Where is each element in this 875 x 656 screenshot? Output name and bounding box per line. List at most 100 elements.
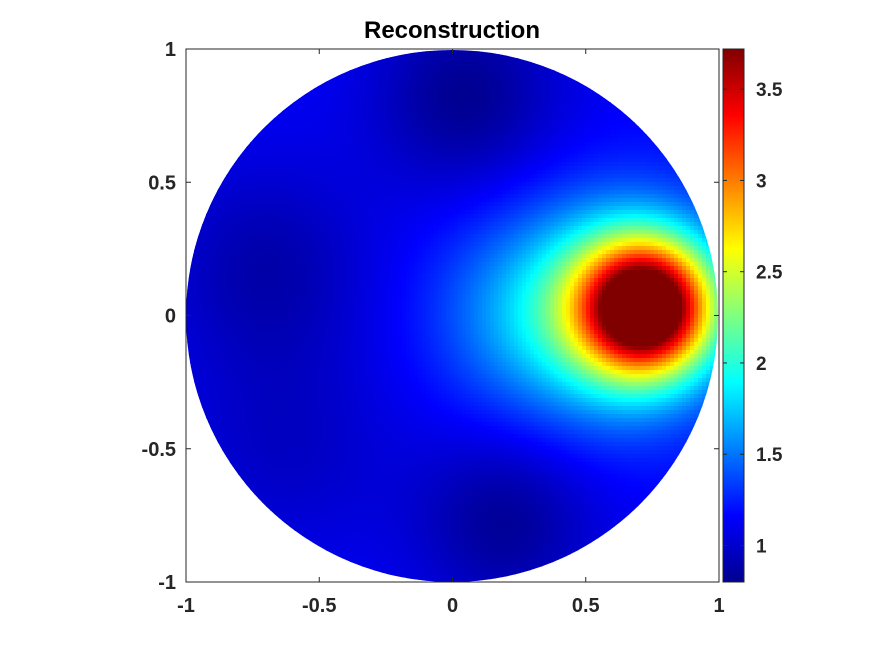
heatmap-cell <box>314 186 319 191</box>
heatmap-cell <box>526 74 531 79</box>
heatmap-cell <box>342 130 347 135</box>
heatmap-cell <box>470 142 475 147</box>
heatmap-cell <box>674 178 679 183</box>
heatmap-cell <box>386 246 391 251</box>
heatmap-cell <box>230 210 235 215</box>
heatmap-cell <box>202 246 207 251</box>
heatmap-cell <box>522 138 527 143</box>
heatmap-cell <box>550 218 555 223</box>
heatmap-cell <box>490 62 495 67</box>
heatmap-cell <box>550 166 555 171</box>
heatmap-cell <box>310 166 315 171</box>
heatmap-cell <box>254 142 259 147</box>
heatmap-cell <box>414 246 419 251</box>
heatmap-cell <box>318 242 323 247</box>
heatmap-cell <box>474 166 479 171</box>
heatmap-cell <box>554 114 559 119</box>
heatmap-cell <box>398 58 403 63</box>
heatmap-cell <box>426 90 431 95</box>
heatmap-cell <box>590 234 595 239</box>
heatmap-cell <box>598 174 603 179</box>
heatmap-cell <box>590 98 595 103</box>
heatmap-cell <box>390 154 395 159</box>
heatmap-cell <box>390 118 395 123</box>
heatmap-cell <box>326 118 331 123</box>
heatmap-cell <box>506 222 511 227</box>
heatmap-cell <box>366 126 371 131</box>
heatmap-cell <box>454 122 459 127</box>
heatmap-cell <box>578 150 583 155</box>
heatmap-cell <box>510 102 515 107</box>
heatmap-cell <box>230 170 235 175</box>
heatmap-cell <box>594 166 599 171</box>
heatmap-cell <box>298 186 303 191</box>
heatmap-cell <box>634 150 639 155</box>
heatmap-cell <box>478 230 483 235</box>
heatmap-cell <box>418 210 423 215</box>
heatmap-cell <box>478 202 483 207</box>
heatmap-cell <box>574 162 579 167</box>
heatmap-cell <box>254 230 259 235</box>
heatmap-cell <box>414 74 419 79</box>
heatmap-cell <box>362 78 367 83</box>
heatmap-cell <box>350 218 355 223</box>
heatmap-cell <box>434 110 439 115</box>
heatmap-cell <box>274 186 279 191</box>
heatmap-cell <box>434 154 439 159</box>
heatmap-cell <box>278 242 283 247</box>
heatmap-cell <box>498 170 503 175</box>
heatmap-cell <box>350 178 355 183</box>
heatmap-cell <box>358 102 363 107</box>
heatmap-cell <box>250 150 255 155</box>
heatmap-cell <box>478 198 483 203</box>
heatmap-cell <box>318 146 323 151</box>
heatmap-cell <box>298 118 303 123</box>
heatmap-cell <box>702 246 707 251</box>
heatmap-cell <box>398 62 403 67</box>
heatmap-cell <box>466 54 471 59</box>
heatmap-cell <box>426 146 431 151</box>
heatmap-cell <box>550 150 555 155</box>
heatmap-cell <box>462 138 467 143</box>
heatmap-cell <box>302 242 307 247</box>
heatmap-cell <box>590 142 595 147</box>
heatmap-cell <box>378 82 383 87</box>
heatmap-cell <box>526 86 531 91</box>
heatmap-cell <box>262 182 267 187</box>
heatmap-cell <box>398 106 403 111</box>
heatmap-cell <box>378 214 383 219</box>
heatmap-cell <box>482 222 487 227</box>
heatmap-cell <box>414 166 419 171</box>
heatmap-cell <box>522 202 527 207</box>
heatmap-cell <box>542 166 547 171</box>
heatmap-cell <box>450 98 455 103</box>
heatmap-cell <box>482 66 487 71</box>
heatmap-cell <box>322 90 327 95</box>
heatmap-cell <box>466 98 471 103</box>
heatmap-cell <box>234 250 239 255</box>
heatmap-cell <box>462 214 467 219</box>
heatmap-cell <box>554 158 559 163</box>
heatmap-cell <box>610 238 615 243</box>
heatmap-cell <box>518 98 523 103</box>
heatmap-cell <box>414 142 419 147</box>
heatmap-cell <box>678 238 683 243</box>
heatmap-cell <box>294 126 299 131</box>
heatmap-cell <box>366 194 371 199</box>
heatmap-cell <box>354 198 359 203</box>
heatmap-cell <box>466 110 471 115</box>
heatmap-cell <box>602 246 607 251</box>
heatmap-cell <box>506 190 511 195</box>
heatmap-cell <box>526 206 531 211</box>
heatmap-cell <box>490 190 495 195</box>
heatmap-cell <box>426 194 431 199</box>
heatmap-cell <box>450 158 455 163</box>
heatmap-cell <box>294 194 299 199</box>
heatmap-cell <box>566 158 571 163</box>
heatmap-cell <box>226 170 231 175</box>
heatmap-cell <box>618 226 623 231</box>
heatmap-cell <box>362 82 367 87</box>
heatmap-cell <box>402 66 407 71</box>
heatmap-cell <box>274 198 279 203</box>
heatmap-cell <box>550 194 555 199</box>
